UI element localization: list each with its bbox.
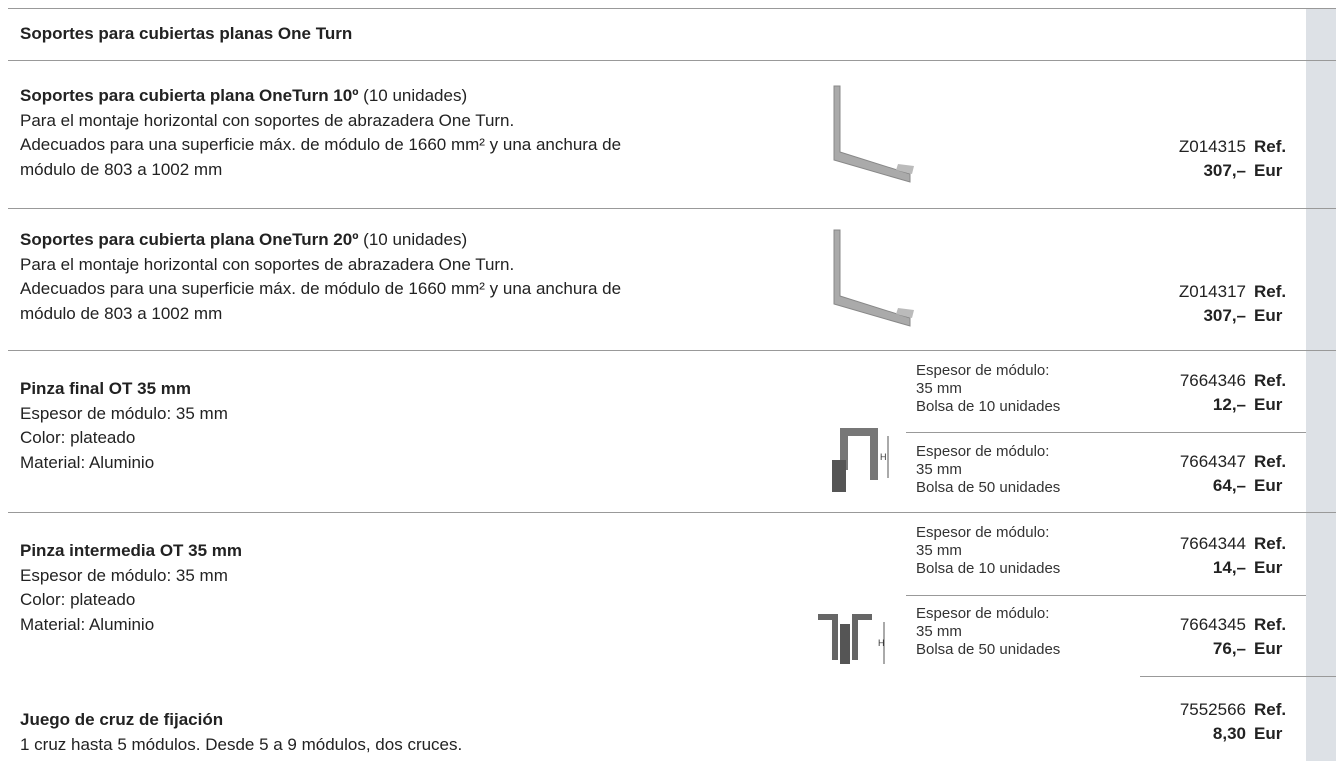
- price: 307,–: [1203, 161, 1246, 180]
- ref-number: 7664347: [1179, 452, 1246, 471]
- item-line: Color: plateado: [20, 428, 136, 447]
- variant-desc: Bolsa de 50 unidades: [916, 479, 1061, 496]
- item-title-text: Juego de cruz de fijación: [20, 710, 224, 729]
- ref-column-bg: [1306, 8, 1336, 761]
- item-line: Para el montaje horizontal con soportes …: [20, 254, 515, 274]
- bracket-image: [833, 85, 914, 183]
- ref-label: Ref.: [1254, 452, 1287, 471]
- price: 8,30: [1212, 724, 1246, 743]
- item-title-text: Pinza intermedia OT 35 mm: [20, 541, 243, 560]
- ref-number: Z014315: [1178, 137, 1246, 156]
- variant-desc: Espesor de módulo:: [916, 605, 1050, 622]
- variant-desc: Espesor de módulo:: [916, 443, 1050, 460]
- variant-desc: Espesor de módulo:: [916, 524, 1050, 541]
- price: 64,–: [1212, 476, 1246, 495]
- price: 14,–: [1212, 558, 1246, 577]
- rule: [906, 595, 1306, 596]
- variant-desc: Bolsa de 10 unidades: [916, 398, 1061, 415]
- rule: [8, 208, 1336, 209]
- price-label: Eur: [1254, 395, 1283, 414]
- bracket-image: [833, 229, 914, 327]
- item-title: Pinza final OT 35 mm: [20, 378, 191, 400]
- item-title: Soportes para cubierta plana OneTurn 20º…: [20, 229, 467, 251]
- price-label: Eur: [1254, 161, 1283, 180]
- clamp-image: H: [818, 614, 885, 664]
- svg-text:H: H: [878, 638, 885, 648]
- variant-desc: Bolsa de 50 unidades: [916, 641, 1061, 658]
- clamp-image: H: [832, 428, 889, 492]
- item-line: módulo de 803 a 1002 mm: [20, 159, 223, 179]
- ref-label: Ref.: [1254, 700, 1287, 719]
- item-title-text: Soportes para cubierta plana OneTurn 10º: [20, 86, 359, 105]
- rule: [8, 8, 1336, 9]
- item-line: Adecuados para una superficie máx. de mó…: [20, 279, 622, 298]
- price-label: Eur: [1254, 306, 1283, 325]
- item-line: módulo de 803 a 1002 mm: [20, 303, 223, 323]
- item-title-text: Pinza final OT 35 mm: [20, 379, 191, 398]
- item-title-note: (10 unidades): [363, 86, 468, 105]
- price-label: Eur: [1254, 724, 1283, 743]
- item-line: Material: Aluminio: [20, 452, 155, 472]
- item-line: Adecuados para una superficie máx. de mó…: [20, 135, 622, 154]
- price-label: Eur: [1254, 639, 1283, 658]
- item-line: Material: Aluminio: [20, 614, 155, 634]
- ref-label: Ref.: [1254, 615, 1287, 634]
- item-line: 1 cruz hasta 5 módulos. Desde 5 a 9 módu…: [20, 734, 463, 754]
- ref-number: 7664344: [1179, 534, 1246, 553]
- price-label: Eur: [1254, 558, 1283, 577]
- item-title-note: (10 unidades): [363, 230, 468, 249]
- variant-desc: Bolsa de 10 unidades: [916, 560, 1061, 577]
- ref-number: 7664346: [1179, 371, 1246, 390]
- item-title: Pinza intermedia OT 35 mm: [20, 540, 242, 562]
- ref-label: Ref.: [1254, 371, 1287, 390]
- rule: [8, 512, 1336, 513]
- item-title: Soportes para cubierta plana OneTurn 10º…: [20, 85, 467, 107]
- variant-desc: 35 mm: [916, 461, 962, 478]
- variant-desc: 35 mm: [916, 380, 962, 397]
- item-line: Para el montaje horizontal con soportes …: [20, 110, 515, 130]
- price-label: Eur: [1254, 476, 1283, 495]
- rule: [1140, 676, 1336, 677]
- variant-desc: 35 mm: [916, 623, 962, 640]
- ref-label: Ref.: [1254, 282, 1287, 301]
- ref-number: Z014317: [1178, 282, 1246, 301]
- price: 12,–: [1212, 395, 1246, 414]
- ref-label: Ref.: [1254, 137, 1287, 156]
- rule: [8, 60, 1336, 61]
- variant-desc: 35 mm: [916, 542, 962, 559]
- rule: [8, 350, 1336, 351]
- price: 76,–: [1212, 639, 1246, 658]
- ref-number: 7552566: [1179, 700, 1246, 719]
- price: 307,–: [1203, 306, 1246, 325]
- rule: [906, 432, 1306, 433]
- header-title: Soportes para cubiertas planas One Turn: [20, 24, 353, 43]
- ref-label: Ref.: [1254, 534, 1287, 553]
- item-line: Espesor de módulo: 35 mm: [20, 403, 228, 423]
- svg-text:H: H: [880, 452, 887, 462]
- item-line: Color: plateado: [20, 590, 136, 609]
- item-title-text: Soportes para cubierta plana OneTurn 20º: [20, 230, 359, 249]
- ref-number: 7664345: [1179, 615, 1246, 634]
- item-line: Espesor de módulo: 35 mm: [20, 565, 228, 585]
- item-title: Juego de cruz de fijación: [20, 709, 223, 731]
- variant-desc: Espesor de módulo:: [916, 362, 1050, 379]
